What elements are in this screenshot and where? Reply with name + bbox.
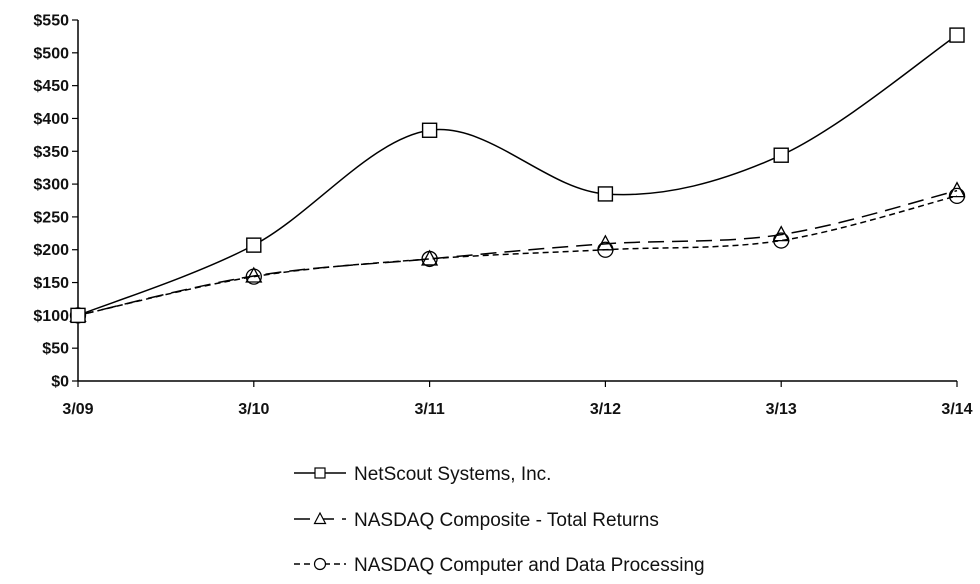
- series-line: [78, 191, 957, 316]
- data-point-square: [247, 238, 261, 252]
- y-tick-label: $350: [33, 144, 69, 161]
- y-tick-label: $50: [42, 341, 69, 358]
- legend-item: NASDAQ Composite - Total Returns: [294, 510, 659, 531]
- series-circle: [78, 196, 957, 315]
- series-group: [71, 28, 965, 323]
- x-tick-label: 3/11: [414, 401, 444, 418]
- series-triangle: [78, 191, 957, 316]
- y-tick-label: $100: [33, 308, 69, 325]
- axes: $0 $50 $100 $150 $200 $250 $300 $350 $400 $450 $50…: [33, 13, 972, 419]
- series-line: [78, 35, 957, 315]
- data-point-square: [598, 187, 612, 201]
- data-point-square: [950, 28, 964, 42]
- y-tick-label: $250: [33, 209, 69, 226]
- legend-label: NetScout Systems, Inc.: [354, 464, 551, 485]
- x-tick-label: 3/14: [941, 401, 972, 418]
- y-tick-label: $500: [33, 45, 69, 62]
- series-square: [78, 35, 957, 315]
- legend-circle-marker: [315, 559, 326, 570]
- y-tick-label: $550: [33, 13, 69, 30]
- data-point-triangle: [950, 183, 965, 197]
- x-tick-label: 3/09: [62, 401, 93, 418]
- legend: NetScout Systems, Inc. NASDAQ Composite -…: [294, 464, 705, 576]
- x-tick-label: 3/12: [590, 401, 621, 418]
- legend-item: NetScout Systems, Inc.: [294, 464, 551, 485]
- data-point-square: [71, 308, 85, 322]
- series-line: [78, 196, 957, 315]
- legend-item: NASDAQ Computer and Data Processing: [294, 555, 705, 576]
- y-tick-label: $400: [33, 111, 69, 128]
- x-tick-label: 3/13: [766, 401, 797, 418]
- legend-square-marker: [315, 468, 325, 478]
- data-point-square: [774, 148, 788, 162]
- data-point-square: [423, 123, 437, 137]
- x-tick-label: 3/10: [238, 401, 269, 418]
- y-tick-label: $150: [33, 275, 69, 292]
- y-tick-label: $0: [51, 374, 69, 391]
- y-tick-label: $450: [33, 78, 69, 95]
- y-tick-label: $200: [33, 242, 69, 259]
- data-point-triangle: [246, 268, 261, 282]
- legend-label: NASDAQ Computer and Data Processing: [354, 555, 705, 576]
- y-tick-label: $300: [33, 177, 69, 194]
- legend-label: NASDAQ Composite - Total Returns: [354, 510, 659, 531]
